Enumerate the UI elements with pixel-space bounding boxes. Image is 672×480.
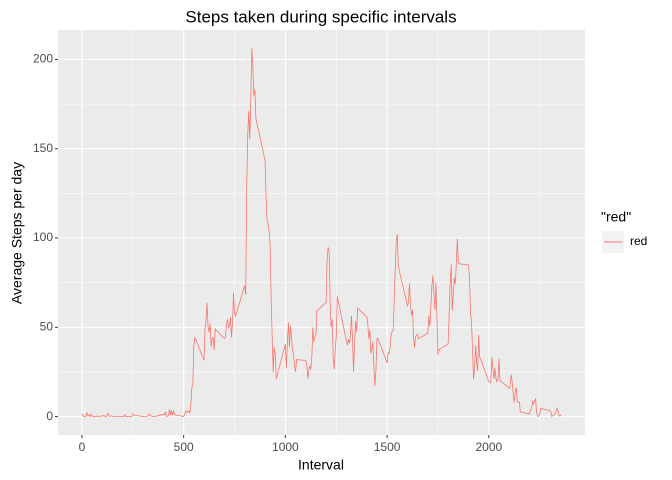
data-line xyxy=(81,48,562,418)
chart-title: Steps taken during specific intervals xyxy=(185,7,456,26)
legend-title: "red" xyxy=(601,209,631,225)
x-axis-label: Interval xyxy=(298,457,344,473)
y-tick-label: 150 xyxy=(33,141,53,155)
x-tick-label: 2000 xyxy=(475,440,502,454)
plot-background xyxy=(58,30,585,435)
legend-label: red xyxy=(630,234,647,248)
x-tick-label: 500 xyxy=(174,440,194,454)
y-tick-label: 100 xyxy=(33,230,53,244)
x-tick-label: 0 xyxy=(79,440,86,454)
y-tick-label: 50 xyxy=(40,319,54,333)
y-tick-label: 0 xyxy=(46,409,53,423)
x-tick-label: 1500 xyxy=(374,440,401,454)
y-axis-label: Average Steps per day xyxy=(9,162,25,304)
x-tick-label: 1000 xyxy=(272,440,299,454)
y-tick-label: 200 xyxy=(33,52,53,66)
